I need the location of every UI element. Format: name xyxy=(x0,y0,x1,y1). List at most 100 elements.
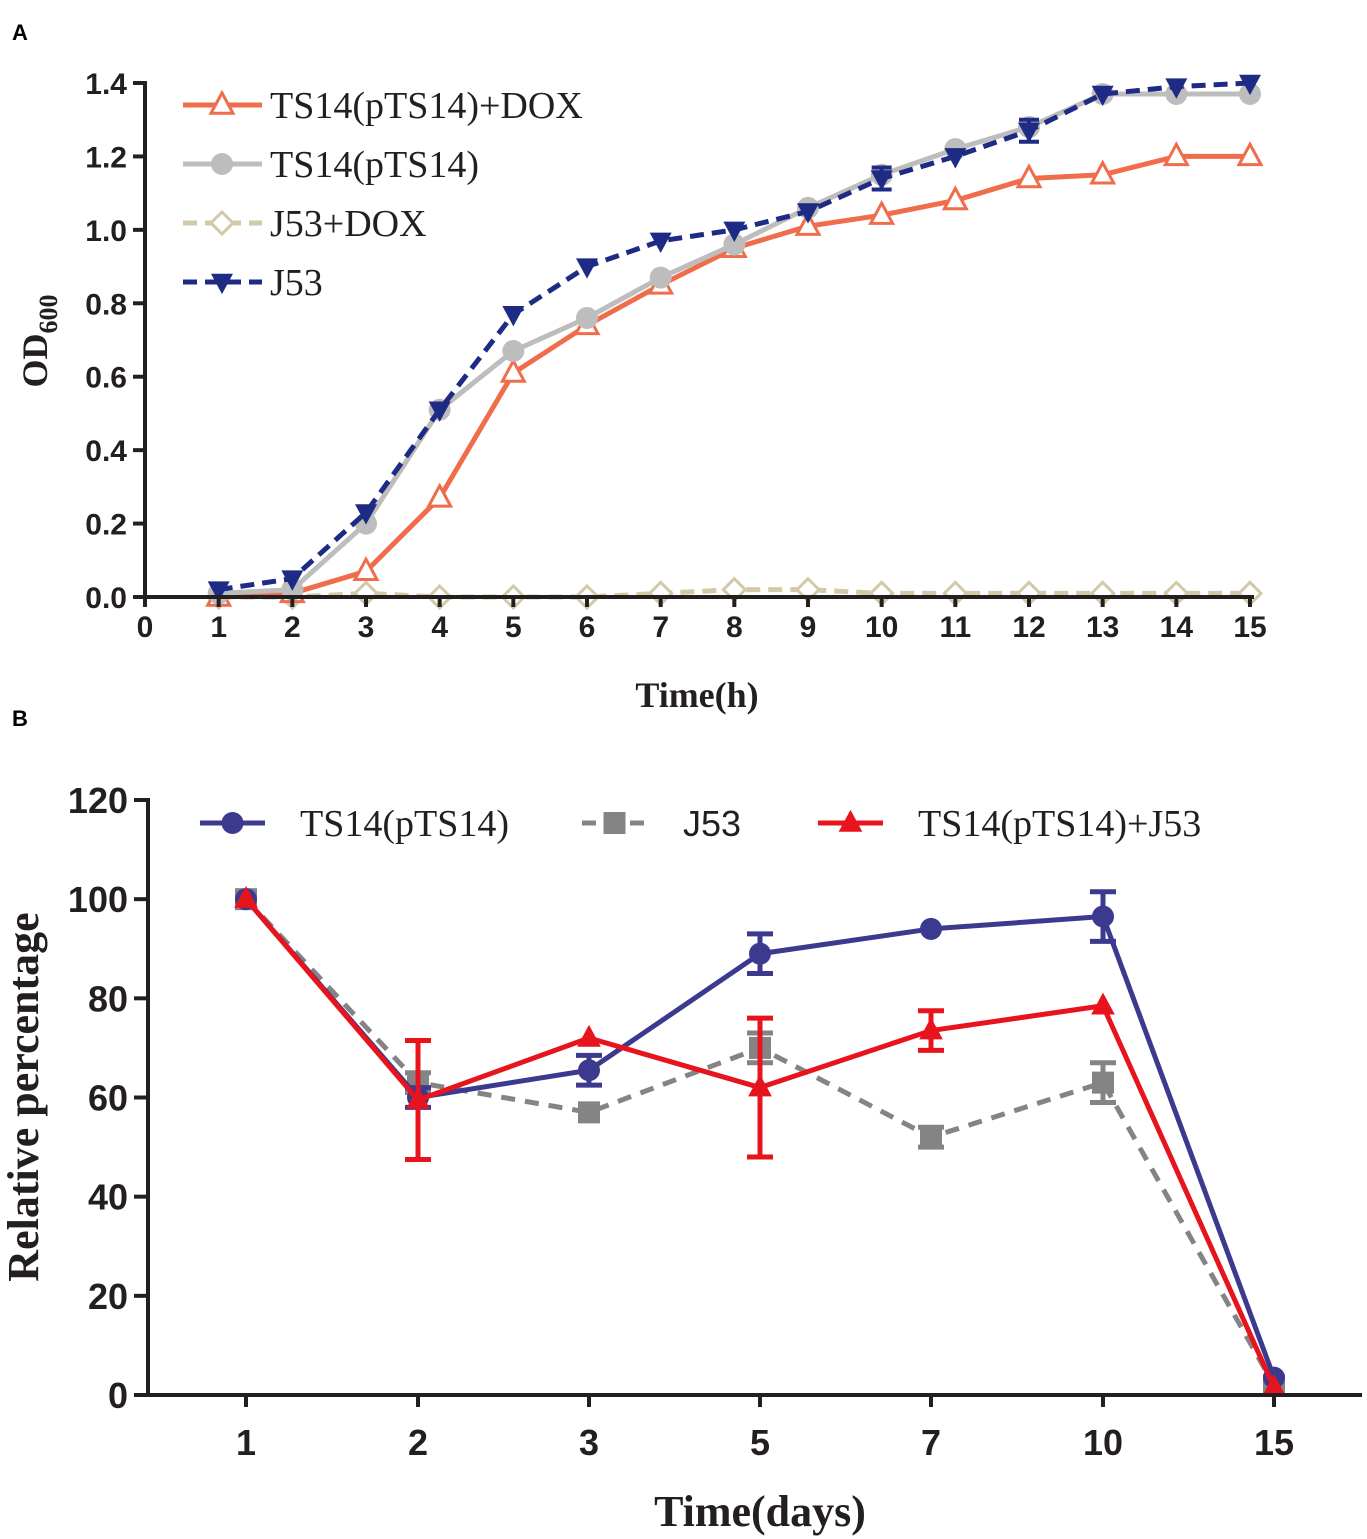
x-tick-label-b: 1 xyxy=(236,1422,256,1463)
data-point xyxy=(1092,905,1114,928)
y-tick-label: 0.8 xyxy=(85,288,127,321)
series-b-ts14-pts14-j53 xyxy=(234,886,1286,1397)
x-tick-label-b: 3 xyxy=(579,1422,599,1463)
y-tick-label-b: 40 xyxy=(88,1177,128,1218)
x-tick-label: 2 xyxy=(284,611,301,644)
legend-label: TS14(pTS14) xyxy=(300,803,509,845)
y-tick-label-b: 20 xyxy=(88,1276,128,1317)
y-tick-label: 1.4 xyxy=(85,68,127,101)
x-tick-label: 13 xyxy=(1086,611,1119,644)
data-point xyxy=(406,1086,430,1109)
data-point xyxy=(1165,78,1188,99)
x-tick-label: 4 xyxy=(431,611,448,644)
legend-marker xyxy=(211,273,233,295)
data-point xyxy=(426,482,454,508)
data-point xyxy=(944,148,967,169)
x-tick-label: 8 xyxy=(726,611,743,644)
legend-marker xyxy=(208,89,236,115)
y-tick-label: 1.2 xyxy=(85,141,127,174)
data-point xyxy=(941,185,969,211)
data-point xyxy=(576,258,598,279)
x-tick-label: 5 xyxy=(505,611,522,644)
x-axis-title: Time(h) xyxy=(635,675,758,715)
legend-label: TS14(pTS14) xyxy=(270,144,479,186)
y-axis-title-main: OD xyxy=(15,334,55,388)
x-tick-label: 9 xyxy=(800,611,817,644)
x-tick-label: 6 xyxy=(579,611,596,644)
data-point xyxy=(797,203,819,224)
data-point xyxy=(749,942,771,965)
x-tick-label-b: 15 xyxy=(1254,1422,1294,1463)
y-axis-title-b: Relative percentage xyxy=(0,912,48,1281)
x-tick-label-b: 5 xyxy=(750,1422,770,1463)
data-point xyxy=(1015,163,1043,189)
y-tick-label-b: 100 xyxy=(68,879,128,920)
data-point xyxy=(578,1059,600,1082)
legend-marker xyxy=(208,209,236,237)
legend-label: J53 xyxy=(270,262,323,304)
x-tick-label: 0 xyxy=(137,611,154,644)
data-point xyxy=(352,556,380,582)
data-point xyxy=(578,1101,600,1124)
x-axis-title-b: Time(days) xyxy=(654,1487,866,1536)
legend-item-ts14-pts14-dox: TS14(pTS14)+DOX xyxy=(183,85,583,127)
data-point xyxy=(794,210,822,236)
data-point xyxy=(1091,85,1114,107)
data-point xyxy=(920,1126,942,1149)
panel-b-label: B xyxy=(12,706,28,731)
y-axis-title-subscript: 600 xyxy=(34,295,63,334)
legend-label: TS14(pTS14)+DOX xyxy=(270,85,583,127)
y-tick-label: 0.6 xyxy=(85,362,127,395)
data-point xyxy=(502,340,525,363)
x-tick-label-b: 7 xyxy=(921,1422,941,1463)
data-point xyxy=(649,266,672,289)
panel-a-label: A xyxy=(12,20,28,45)
x-tick-label: 11 xyxy=(939,611,971,644)
data-point xyxy=(920,917,942,940)
x-tick-label: 12 xyxy=(1012,611,1045,644)
data-point xyxy=(207,581,230,602)
x-tick-label: 1 xyxy=(210,611,227,644)
legend-marker xyxy=(211,153,233,175)
y-axis-title: OD600 xyxy=(15,295,63,388)
data-point xyxy=(723,233,746,256)
legend-marker xyxy=(838,809,863,832)
y-tick-label: 0.4 xyxy=(85,435,127,468)
y-tick-label: 0.0 xyxy=(85,582,127,615)
data-point xyxy=(748,1074,772,1097)
legend-b-item-ts14-pts14-j53: TS14(pTS14)+J53 xyxy=(818,803,1201,845)
data-point xyxy=(502,306,525,327)
y-tick-label: 1.0 xyxy=(85,215,127,248)
data-point xyxy=(1162,141,1190,167)
x-tick-label-b: 2 xyxy=(408,1422,428,1463)
x-tick-label: 10 xyxy=(865,611,898,644)
x-tick-label: 7 xyxy=(652,611,669,644)
data-point xyxy=(919,1017,943,1040)
series-j53 xyxy=(207,74,1261,602)
legend-label: J53 xyxy=(683,803,741,844)
legend-item-j53: J53 xyxy=(183,262,323,304)
y-tick-label: 0.2 xyxy=(85,509,127,542)
legend-label: J53+DOX xyxy=(270,203,427,245)
legend-b-item-ts14-pts14: TS14(pTS14) xyxy=(200,803,509,845)
legend-b-item-j53: J53 xyxy=(582,803,741,844)
legend-item-ts14-pts14: TS14(pTS14) xyxy=(183,144,479,186)
data-point xyxy=(1091,992,1115,1015)
data-point xyxy=(234,886,258,908)
legend-item-j53-dox: J53+DOX xyxy=(183,203,427,245)
x-tick-label: 15 xyxy=(1233,611,1266,644)
data-point xyxy=(499,357,527,383)
data-point xyxy=(355,504,377,525)
y-tick-label-b: 60 xyxy=(88,1078,128,1119)
x-tick-label: 14 xyxy=(1160,611,1194,644)
data-point xyxy=(870,170,893,191)
data-point xyxy=(1092,1071,1114,1094)
y-tick-label-b: 80 xyxy=(88,978,128,1019)
y-tick-label-b: 120 xyxy=(68,780,128,821)
x-tick-label-b: 10 xyxy=(1083,1422,1123,1463)
x-tick-label: 3 xyxy=(358,611,375,644)
legend-label: TS14(pTS14)+J53 xyxy=(918,803,1201,845)
data-point xyxy=(1018,122,1040,143)
legend-marker xyxy=(221,812,244,834)
